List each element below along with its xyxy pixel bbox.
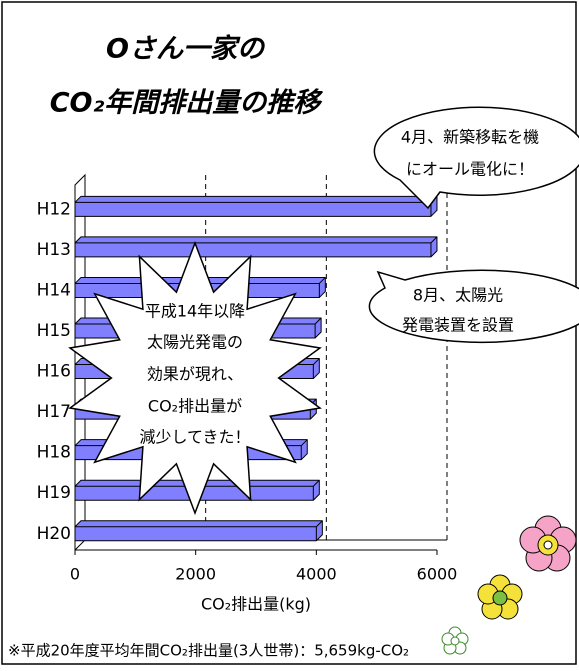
y-tick-label: H17 bbox=[37, 402, 71, 422]
annotation: 平成14年以降 bbox=[145, 302, 245, 321]
chart-title: Oさん一家の bbox=[106, 34, 266, 65]
flower bbox=[441, 626, 469, 655]
annotation: 太陽光発電の bbox=[147, 333, 243, 352]
starburst-shape bbox=[68, 240, 322, 516]
y-tick-label: H14 bbox=[37, 280, 71, 300]
x-axis-title: CO₂排出量(kg) bbox=[201, 595, 311, 614]
callout-bubble bbox=[373, 106, 579, 210]
x-tick-label: 6000 bbox=[417, 565, 458, 584]
callout: 4月、新築移転を機 にオール電化に！ bbox=[373, 106, 579, 210]
footnote: ※平成20年度平均年間CO₂排出量(3人世帯)：5,659kg-CO₂ bbox=[8, 642, 409, 660]
y-tick-label: H12 bbox=[37, 199, 71, 219]
y-tick-label: H16 bbox=[37, 362, 71, 382]
annotation: にオール電化に！ bbox=[406, 160, 534, 179]
annotation: 4月、新築移転を機 bbox=[401, 128, 539, 147]
bar bbox=[74, 520, 323, 542]
annotation: 効果が現れ、 bbox=[147, 365, 243, 384]
annotation: 8月、太陽光 bbox=[413, 286, 503, 305]
annotation: 発電装置を設置 bbox=[402, 316, 514, 335]
x-tick-label: 2000 bbox=[175, 565, 216, 584]
callout-bubble bbox=[368, 269, 579, 344]
y-tick-label: H20 bbox=[37, 524, 71, 544]
y-tick-label: H19 bbox=[37, 483, 71, 503]
chart-title: CO₂年間排出量の推移 bbox=[50, 88, 324, 119]
y-tick-label: H13 bbox=[37, 240, 71, 260]
annotation: 減少してきた！ bbox=[139, 428, 250, 447]
starburst: 平成14年以降 太陽光発電の 効果が現れ、 CO₂排出量が 減少してきた！ bbox=[68, 240, 322, 516]
x-tick-label: 0 bbox=[70, 565, 80, 584]
bar bbox=[74, 236, 438, 258]
flower bbox=[477, 574, 523, 620]
flowers bbox=[441, 515, 577, 655]
y-tick-label: H18 bbox=[37, 443, 71, 463]
x-tick-label: 4000 bbox=[296, 565, 337, 584]
annotation: CO₂排出量が bbox=[148, 397, 242, 416]
callout: 8月、太陽光 発電装置を設置 bbox=[368, 269, 579, 344]
flower bbox=[519, 515, 577, 572]
bar bbox=[74, 195, 438, 217]
y-tick-label: H15 bbox=[37, 321, 71, 341]
